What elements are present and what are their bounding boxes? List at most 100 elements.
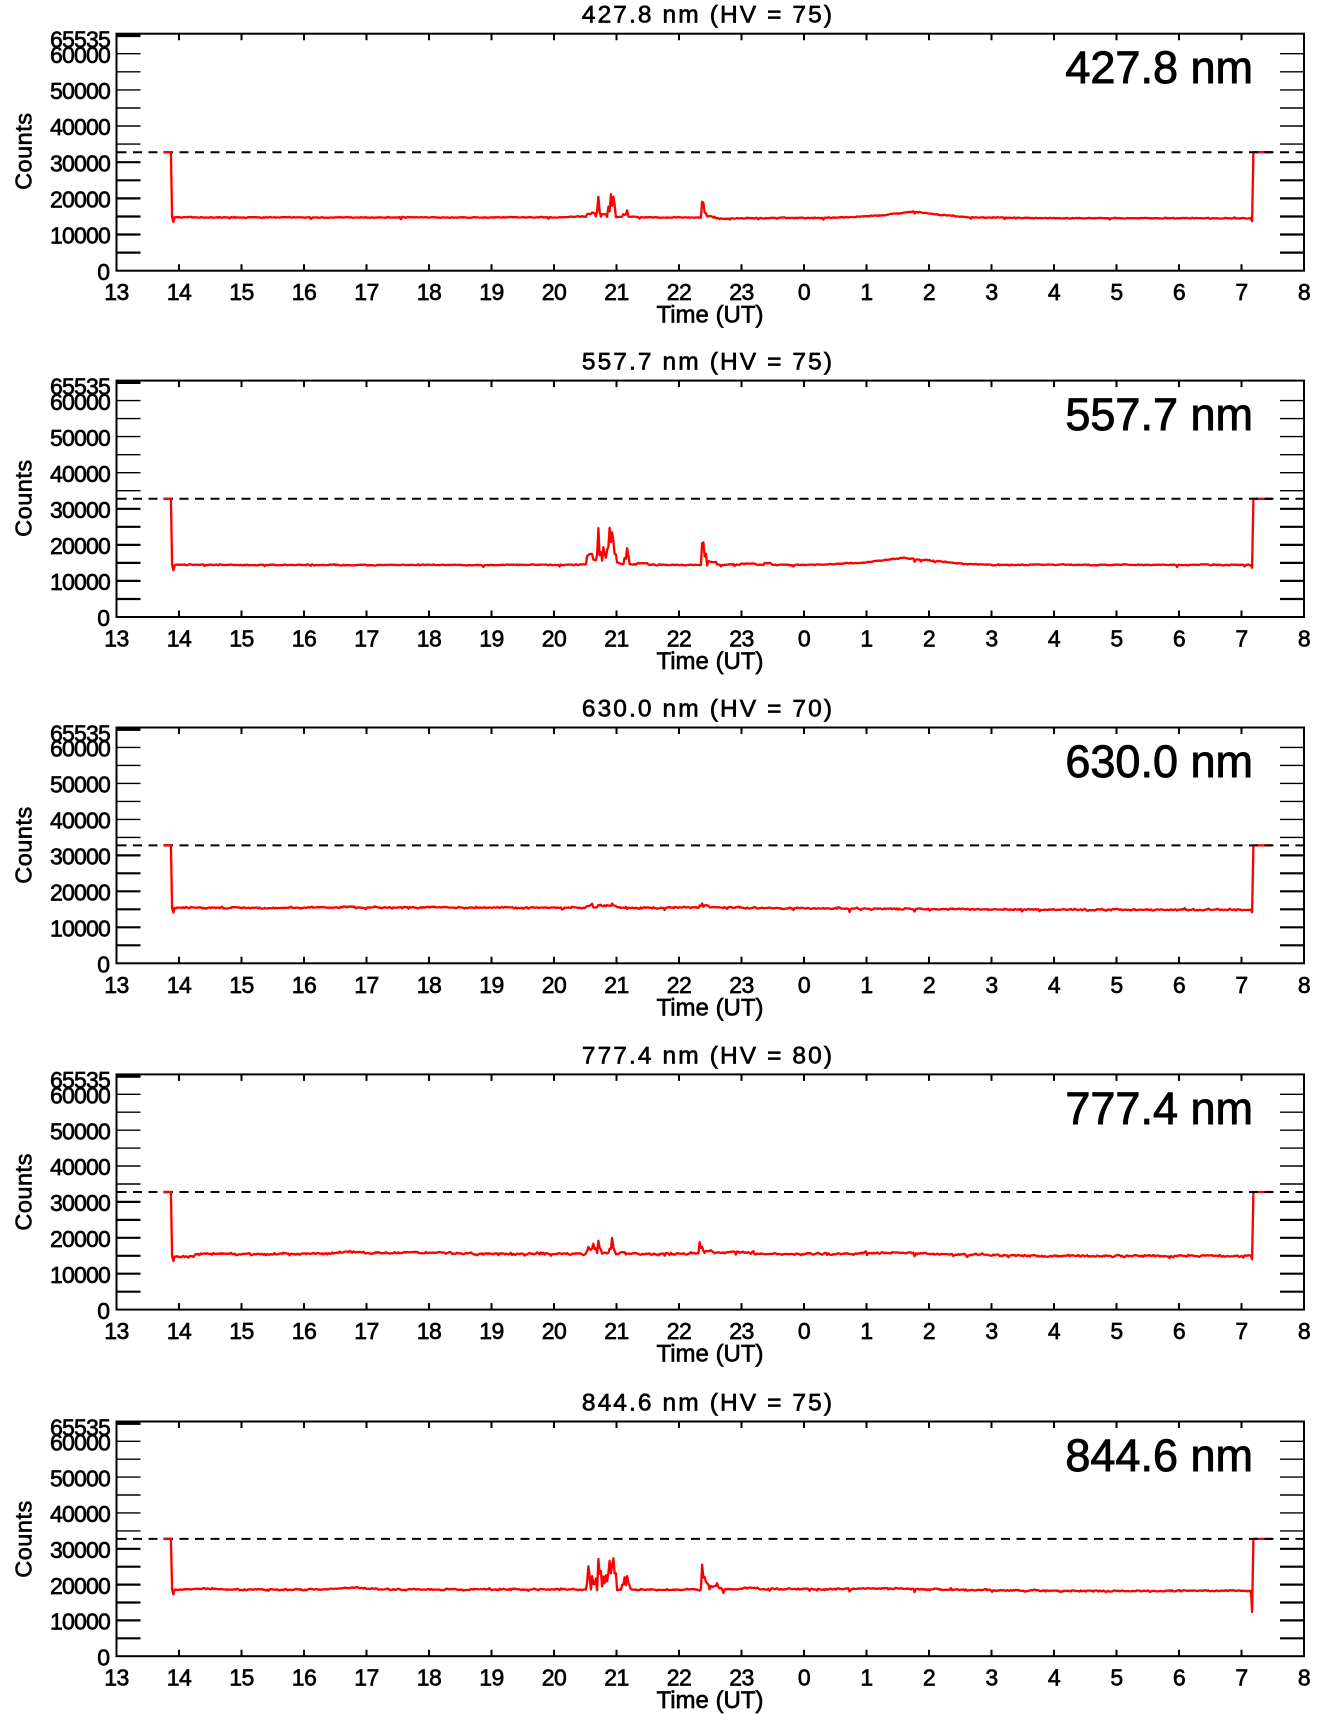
svg-text:Time (UT): Time (UT) (656, 1687, 763, 1714)
svg-text:20: 20 (542, 972, 567, 998)
svg-text:777.4 nm (HV = 80): 777.4 nm (HV = 80) (582, 1042, 834, 1069)
svg-text:40000: 40000 (50, 114, 110, 140)
svg-text:14: 14 (167, 972, 192, 998)
svg-text:65535: 65535 (50, 1067, 110, 1093)
svg-text:16: 16 (292, 626, 317, 652)
svg-text:20000: 20000 (50, 533, 110, 559)
svg-text:65535: 65535 (50, 1414, 110, 1440)
svg-text:17: 17 (354, 1318, 379, 1344)
svg-text:18: 18 (417, 1318, 442, 1344)
svg-text:0: 0 (97, 952, 110, 978)
svg-text:6: 6 (1173, 1665, 1185, 1691)
svg-text:2: 2 (923, 626, 935, 652)
svg-text:3: 3 (985, 279, 997, 305)
svg-text:6: 6 (1173, 972, 1185, 998)
svg-text:3: 3 (985, 972, 997, 998)
svg-text:65535: 65535 (50, 373, 110, 399)
svg-text:16: 16 (292, 1665, 317, 1691)
svg-text:0: 0 (798, 626, 810, 652)
svg-text:5: 5 (1110, 1318, 1122, 1344)
svg-text:557.7 nm (HV = 75): 557.7 nm (HV = 75) (582, 349, 834, 376)
svg-text:40000: 40000 (50, 808, 110, 834)
svg-text:844.6 nm: 844.6 nm (1065, 1430, 1253, 1481)
svg-text:30000: 30000 (50, 497, 110, 523)
svg-text:23: 23 (729, 279, 754, 305)
svg-text:15: 15 (229, 1665, 254, 1691)
svg-text:5: 5 (1110, 626, 1122, 652)
svg-text:8: 8 (1298, 1665, 1310, 1691)
svg-text:5: 5 (1110, 279, 1122, 305)
svg-text:23: 23 (729, 1318, 754, 1344)
svg-text:6: 6 (1173, 1318, 1185, 1344)
svg-text:16: 16 (292, 972, 317, 998)
svg-text:7: 7 (1235, 972, 1247, 998)
svg-text:50000: 50000 (50, 772, 110, 798)
svg-text:19: 19 (479, 626, 504, 652)
svg-text:40000: 40000 (50, 1501, 110, 1527)
svg-text:21: 21 (604, 626, 629, 652)
svg-text:20: 20 (542, 1665, 567, 1691)
svg-text:8: 8 (1298, 1318, 1310, 1344)
svg-text:15: 15 (229, 626, 254, 652)
svg-text:3: 3 (985, 1318, 997, 1344)
svg-text:20000: 20000 (50, 187, 110, 213)
svg-text:0: 0 (798, 1665, 810, 1691)
svg-text:3: 3 (985, 626, 997, 652)
svg-text:21: 21 (604, 279, 629, 305)
svg-text:427.8 nm: 427.8 nm (1065, 42, 1253, 93)
svg-text:10000: 10000 (50, 569, 110, 595)
svg-text:2: 2 (923, 1318, 935, 1344)
svg-text:18: 18 (417, 279, 442, 305)
svg-text:16: 16 (292, 1318, 317, 1344)
svg-text:60000: 60000 (50, 1430, 110, 1456)
svg-text:4: 4 (1048, 279, 1061, 305)
svg-text:17: 17 (354, 279, 379, 305)
svg-text:1: 1 (860, 279, 872, 305)
svg-text:3: 3 (985, 1665, 997, 1691)
svg-text:1: 1 (860, 626, 872, 652)
svg-text:50000: 50000 (50, 1118, 110, 1144)
svg-text:18: 18 (417, 1665, 442, 1691)
svg-text:0: 0 (97, 1644, 110, 1670)
svg-text:Counts: Counts (11, 1500, 37, 1577)
svg-text:65535: 65535 (50, 720, 110, 746)
svg-text:19: 19 (479, 1318, 504, 1344)
svg-text:19: 19 (479, 972, 504, 998)
svg-text:0: 0 (798, 1318, 810, 1344)
svg-text:8: 8 (1298, 626, 1310, 652)
svg-text:60000: 60000 (50, 42, 110, 68)
svg-text:2: 2 (923, 1665, 935, 1691)
svg-text:0: 0 (798, 972, 810, 998)
svg-text:844.6 nm (HV = 75): 844.6 nm (HV = 75) (582, 1390, 834, 1417)
svg-text:23: 23 (729, 626, 754, 652)
svg-text:65535: 65535 (50, 27, 110, 53)
svg-text:Counts: Counts (11, 459, 37, 536)
svg-text:22: 22 (667, 279, 692, 305)
svg-text:40000: 40000 (50, 461, 110, 487)
svg-text:22: 22 (667, 972, 692, 998)
svg-text:21: 21 (604, 972, 629, 998)
svg-text:6: 6 (1173, 626, 1185, 652)
svg-text:5: 5 (1110, 972, 1122, 998)
svg-text:17: 17 (354, 972, 379, 998)
svg-text:13: 13 (104, 1665, 129, 1691)
svg-text:2: 2 (923, 279, 935, 305)
svg-text:10000: 10000 (50, 916, 110, 942)
svg-text:1: 1 (860, 1665, 872, 1691)
svg-text:50000: 50000 (50, 1465, 110, 1491)
svg-text:Counts: Counts (11, 112, 37, 189)
svg-text:50000: 50000 (50, 425, 110, 451)
svg-text:60000: 60000 (50, 1083, 110, 1109)
svg-text:13: 13 (104, 626, 129, 652)
svg-text:21: 21 (604, 1665, 629, 1691)
svg-text:0: 0 (97, 259, 110, 285)
svg-text:6: 6 (1173, 279, 1185, 305)
svg-text:8: 8 (1298, 279, 1310, 305)
svg-text:20000: 20000 (50, 1573, 110, 1599)
svg-text:630.0 nm: 630.0 nm (1065, 736, 1253, 787)
svg-text:0: 0 (97, 1298, 110, 1324)
svg-text:13: 13 (104, 972, 129, 998)
svg-text:0: 0 (97, 605, 110, 631)
svg-text:4: 4 (1048, 626, 1061, 652)
svg-text:14: 14 (167, 626, 192, 652)
